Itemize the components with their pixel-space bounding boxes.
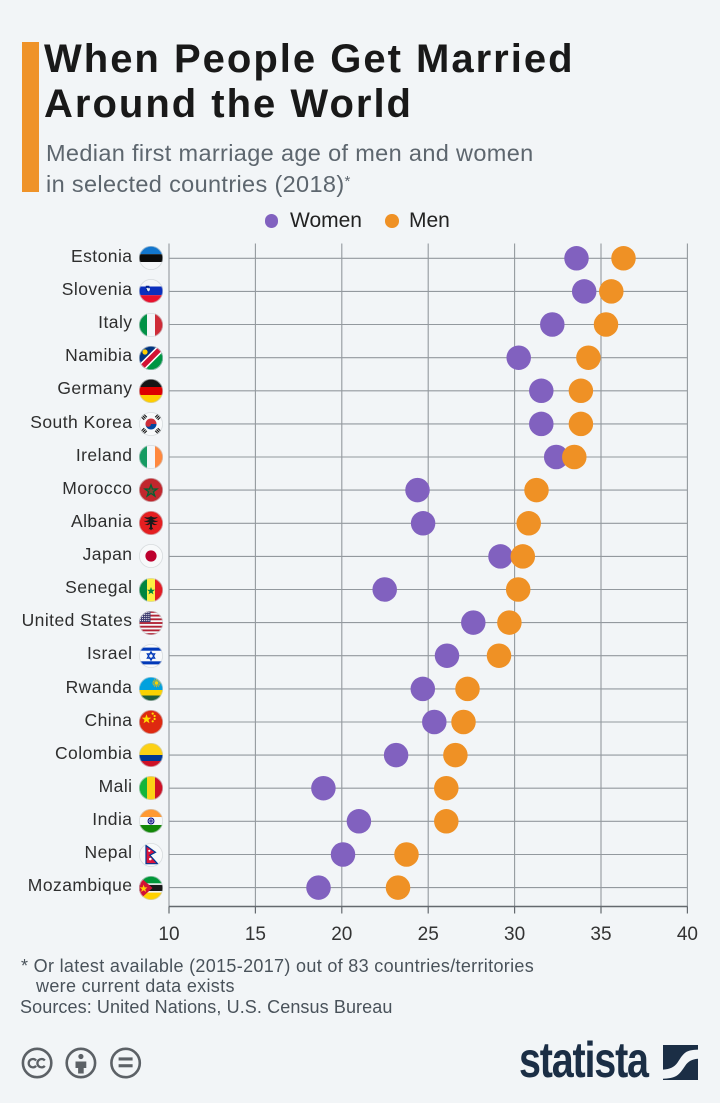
svg-text:30: 30: [504, 924, 525, 945]
svg-text:25: 25: [418, 924, 439, 945]
svg-text:10: 10: [158, 924, 179, 945]
svg-text:15: 15: [245, 924, 266, 945]
svg-text:40: 40: [677, 924, 698, 945]
svg-text:35: 35: [590, 924, 611, 945]
svg-text:20: 20: [331, 924, 352, 945]
